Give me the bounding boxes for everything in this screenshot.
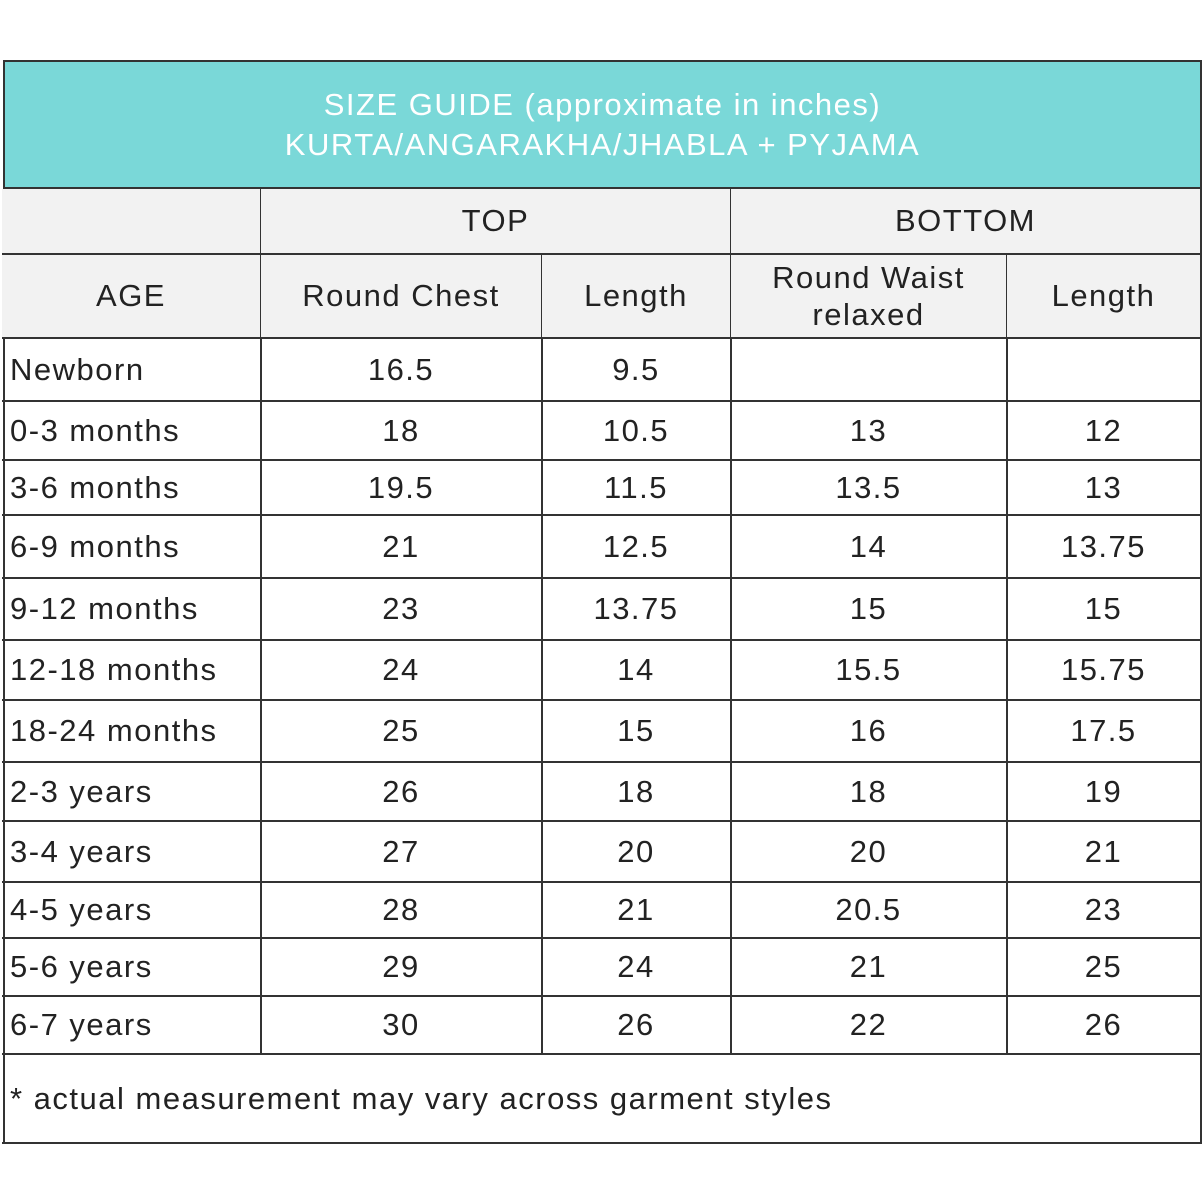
age-cell: 3-4 years xyxy=(2,822,262,883)
value-cell: 15 xyxy=(731,579,1008,641)
value-cell: 26 xyxy=(542,997,732,1055)
age-cell: 0-3 months xyxy=(2,402,262,461)
value-cell: 9.5 xyxy=(542,339,732,402)
title-line: KURTA/ANGARAKHA/JHABLA + PYJAMA xyxy=(284,126,921,162)
value-cell: 19.5 xyxy=(261,461,543,516)
age-cell: 5-6 years xyxy=(2,939,262,997)
column-header: Round Chest xyxy=(261,255,543,339)
value-cell: 13.75 xyxy=(1007,516,1202,579)
value-cell: 19 xyxy=(1007,763,1202,822)
value-cell: 13 xyxy=(1007,461,1202,516)
value-cell: 30 xyxy=(261,997,543,1055)
value-cell: 20 xyxy=(542,822,732,883)
group-header: BOTTOM xyxy=(731,189,1202,255)
value-cell: 28 xyxy=(261,883,543,939)
value-cell: 23 xyxy=(261,579,543,641)
value-cell: 18 xyxy=(731,763,1008,822)
group-header: TOP xyxy=(261,189,732,255)
age-cell: 6-9 months xyxy=(2,516,262,579)
value-cell: 21 xyxy=(261,516,543,579)
value-cell xyxy=(731,339,1008,402)
value-cell: 24 xyxy=(261,641,543,701)
value-cell: 12.5 xyxy=(542,516,732,579)
age-cell: Newborn xyxy=(2,339,262,402)
value-cell: 18 xyxy=(261,402,543,461)
age-cell: 18-24 months xyxy=(2,701,262,763)
value-cell: 15 xyxy=(1007,579,1202,641)
value-cell: 21 xyxy=(1007,822,1202,883)
title-line: SIZE GUIDE (approximate in inches) xyxy=(323,86,882,122)
value-cell: 25 xyxy=(261,701,543,763)
value-cell: 15 xyxy=(542,701,732,763)
value-cell: 13.5 xyxy=(731,461,1008,516)
age-cell: 3-6 months xyxy=(2,461,262,516)
value-cell: 26 xyxy=(261,763,543,822)
age-cell: 12-18 months xyxy=(2,641,262,701)
age-cell: 4-5 years xyxy=(2,883,262,939)
value-cell: 16.5 xyxy=(261,339,543,402)
value-cell: 15.5 xyxy=(731,641,1008,701)
title-band: SIZE GUIDE (approximate in inches) KURTA… xyxy=(3,60,1202,189)
value-cell: 22 xyxy=(731,997,1008,1055)
value-cell: 25 xyxy=(1007,939,1202,997)
value-cell: 14 xyxy=(731,516,1008,579)
value-cell xyxy=(1007,339,1202,402)
value-cell: 27 xyxy=(261,822,543,883)
value-cell: 20 xyxy=(731,822,1008,883)
value-cell: 15.75 xyxy=(1007,641,1202,701)
column-header: Length xyxy=(1007,255,1202,339)
value-cell: 13.75 xyxy=(542,579,732,641)
value-cell: 20.5 xyxy=(731,883,1008,939)
age-cell: 6-7 years xyxy=(2,997,262,1055)
value-cell: 10.5 xyxy=(542,402,732,461)
column-header: AGE xyxy=(2,255,262,339)
table-frame xyxy=(3,189,1202,1144)
value-cell: 24 xyxy=(542,939,732,997)
footnote: * actual measurement may vary across gar… xyxy=(2,1055,1202,1144)
value-cell: 13 xyxy=(731,402,1008,461)
value-cell: 14 xyxy=(542,641,732,701)
value-cell: 21 xyxy=(542,883,732,939)
header-cell xyxy=(2,189,262,255)
column-header: Round Waist relaxed xyxy=(731,255,1008,339)
value-cell: 11.5 xyxy=(542,461,732,516)
value-cell: 17.5 xyxy=(1007,701,1202,763)
value-cell: 16 xyxy=(731,701,1008,763)
value-cell: 26 xyxy=(1007,997,1202,1055)
age-cell: 2-3 years xyxy=(2,763,262,822)
value-cell: 29 xyxy=(261,939,543,997)
age-cell: 9-12 months xyxy=(2,579,262,641)
value-cell: 23 xyxy=(1007,883,1202,939)
value-cell: 18 xyxy=(542,763,732,822)
value-cell: 21 xyxy=(731,939,1008,997)
column-header: Length xyxy=(542,255,732,339)
value-cell: 12 xyxy=(1007,402,1202,461)
